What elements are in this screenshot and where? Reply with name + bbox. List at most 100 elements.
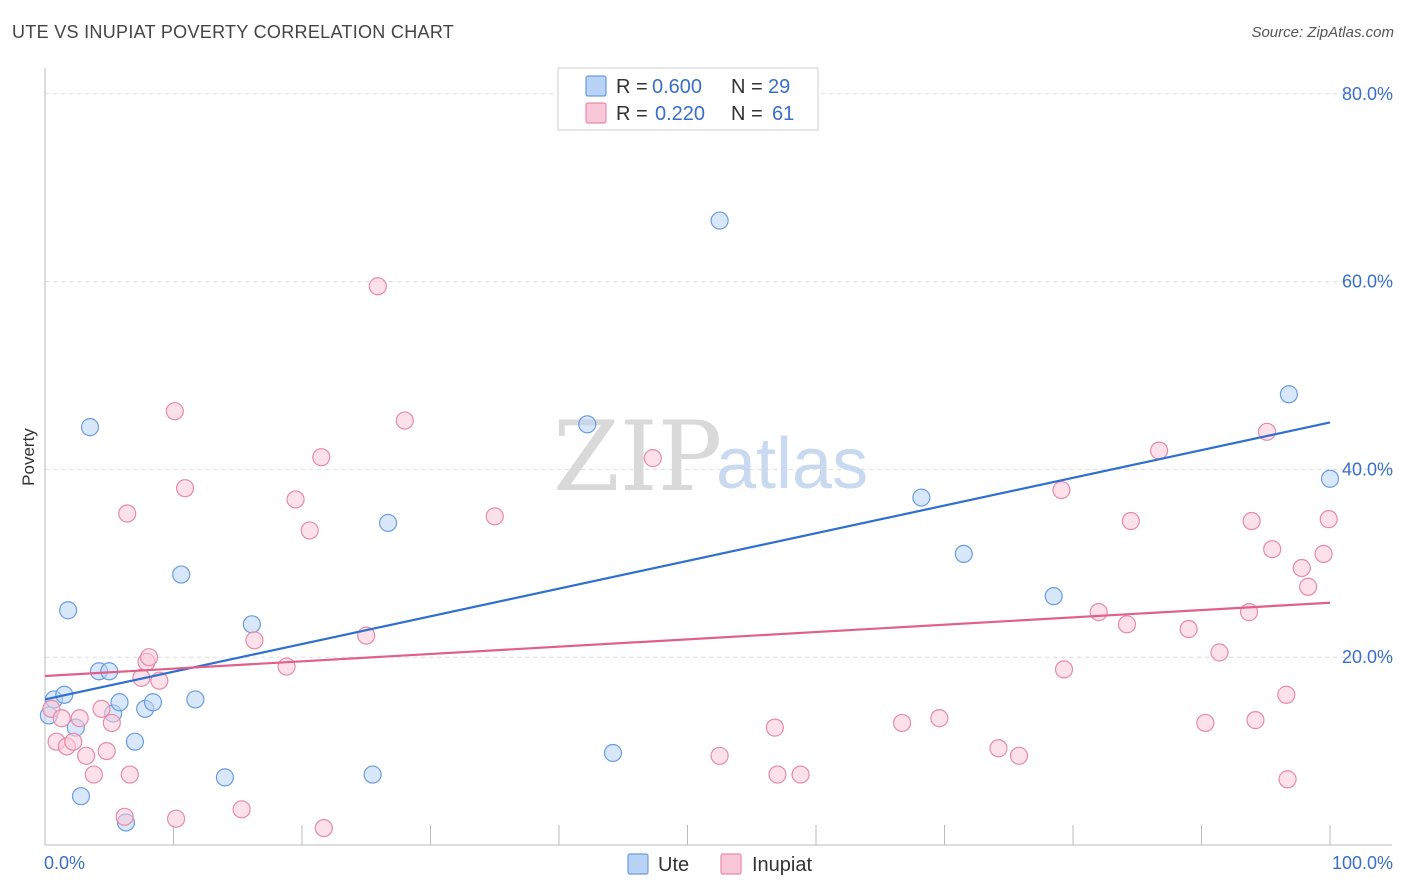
gridlines xyxy=(45,93,1392,658)
inupiat-point xyxy=(92,699,111,718)
ute-point xyxy=(125,732,145,751)
legend-r-value-inupiat: 0.220 xyxy=(655,103,705,125)
inupiat-point xyxy=(165,402,184,421)
inupiat-point xyxy=(1121,511,1140,531)
inupiat-point xyxy=(1246,711,1265,730)
inupiat-point xyxy=(97,741,116,761)
ute-point xyxy=(172,565,191,584)
bottom-legend-swatch-inupiat xyxy=(720,853,742,875)
inupiat-point xyxy=(1089,603,1108,622)
inupiat-point xyxy=(368,277,387,296)
legend-r-label-ute: R = xyxy=(616,76,648,98)
inupiat-point xyxy=(52,709,71,728)
watermark: ZIP atlas xyxy=(553,401,868,513)
ute-point xyxy=(110,693,129,712)
ute-point xyxy=(1320,469,1340,488)
inupiat-point xyxy=(989,739,1008,758)
ute-point xyxy=(912,488,931,507)
y-tick-label: 60.0% xyxy=(1342,272,1393,292)
watermark-atlas: atlas xyxy=(716,424,868,504)
bottom-legend-swatch-ute xyxy=(627,853,649,875)
inupiat-point xyxy=(930,709,949,728)
inupiat-point xyxy=(232,800,251,819)
ute-point xyxy=(80,418,100,437)
inupiat-point xyxy=(1314,544,1333,564)
y-axis-label: Poverty xyxy=(19,428,38,486)
ute-point xyxy=(59,601,78,620)
inupiat-point xyxy=(277,657,296,676)
ute-point xyxy=(215,768,234,787)
y-tick-label: 20.0% xyxy=(1342,647,1393,667)
ute-point xyxy=(242,615,261,634)
y-tick-label: 80.0% xyxy=(1342,84,1393,104)
inupiat-point xyxy=(765,718,784,737)
inupiat-point xyxy=(314,818,333,838)
legend-swatch-ute xyxy=(585,75,607,97)
ute-point xyxy=(143,693,163,712)
ute-point xyxy=(954,544,973,564)
inupiat-point xyxy=(1009,746,1029,765)
inupiat-point xyxy=(120,765,139,784)
inupiat-point xyxy=(1278,770,1297,789)
inupiat-point xyxy=(1299,577,1318,596)
ute-point xyxy=(710,211,729,230)
trend-lines xyxy=(44,421,1331,701)
inupiat-point xyxy=(1263,540,1282,559)
inupiat-point xyxy=(1149,441,1169,460)
inupiat-point xyxy=(768,765,787,784)
ute-point xyxy=(578,415,597,434)
ute-trend-line xyxy=(44,421,1331,701)
source-label: Source: ZipAtlas.com xyxy=(1251,24,1394,41)
inupiat-point xyxy=(312,448,331,467)
series-legend: Ute Inupiat xyxy=(627,853,812,876)
bottom-legend-label-inupiat: Inupiat xyxy=(752,854,812,876)
inupiat-point xyxy=(395,411,414,430)
inupiat-point xyxy=(1179,619,1198,639)
ute-point xyxy=(378,513,398,533)
inupiat-point xyxy=(1242,511,1261,531)
y-tick-label: 40.0% xyxy=(1342,459,1393,479)
inupiat-point xyxy=(286,490,305,509)
inupiat-point xyxy=(710,746,729,765)
inupiat-point xyxy=(139,648,159,667)
inupiat-point xyxy=(1319,510,1338,529)
ute-point xyxy=(603,743,623,763)
x-tick-labels: 0.0% 100.0% xyxy=(44,853,1393,873)
inupiat-point xyxy=(245,631,264,650)
inupiat-point xyxy=(64,732,83,751)
legend-n-label-inupiat: N = xyxy=(731,103,763,125)
inupiat-point xyxy=(1052,480,1071,500)
correlation-legend: R = 0.600 N = 29 R = 0.220 N = 61 xyxy=(557,67,819,131)
ute-point xyxy=(363,765,382,784)
inupiat-point xyxy=(84,765,103,784)
inupiat-point xyxy=(791,765,810,784)
legend-n-label-ute: N = xyxy=(731,76,763,98)
ute-point xyxy=(1044,587,1063,606)
legend-r-value-ute: 0.600 xyxy=(652,76,702,98)
inupiat-point xyxy=(77,746,96,765)
chart-title: UTE VS INUPIAT POVERTY CORRELATION CHART xyxy=(12,22,455,42)
bottom-legend-label-ute: Ute xyxy=(658,854,689,876)
inupiat-trend-line xyxy=(44,601,1331,678)
watermark-zip: ZIP xyxy=(553,401,722,513)
ute-point xyxy=(1279,385,1298,404)
legend-n-value-ute: 29 xyxy=(768,76,790,98)
inupiat-point xyxy=(1054,660,1074,679)
y-tick-labels: 20.0% 40.0% 60.0% 80.0% xyxy=(1342,84,1393,667)
legend-n-value-inupiat: 61 xyxy=(772,103,794,125)
inupiat-point xyxy=(102,713,121,733)
inupiat-point xyxy=(115,807,134,826)
ute-point xyxy=(186,690,205,709)
x-tick-label: 100.0% xyxy=(1332,853,1393,873)
inupiat-point xyxy=(166,809,186,828)
inupiat-point xyxy=(1196,713,1215,733)
inupiat-point xyxy=(892,713,912,733)
axes xyxy=(44,68,1392,846)
inupiat-point xyxy=(1210,643,1229,662)
inupiat-point xyxy=(1117,615,1137,634)
x-tick-label: 0.0% xyxy=(44,853,85,873)
inupiat-point xyxy=(175,479,195,498)
inupiat-point xyxy=(1277,685,1296,704)
inupiat-point xyxy=(643,449,662,468)
